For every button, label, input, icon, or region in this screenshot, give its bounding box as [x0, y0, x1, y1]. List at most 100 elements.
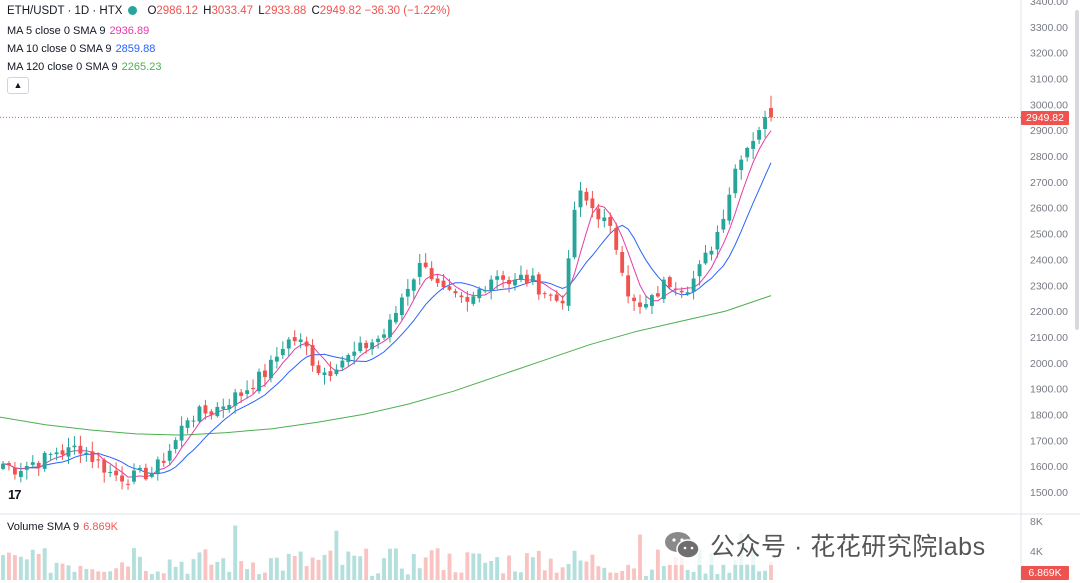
- candle-body: [72, 445, 77, 448]
- symbol-title[interactable]: ETH/USDT · 1D · HTX: [7, 5, 123, 17]
- volume-bar: [137, 556, 142, 580]
- candle-body: [108, 472, 113, 474]
- volume-bar: [388, 548, 392, 580]
- volume-bar: [626, 564, 631, 580]
- volume-bar: [679, 551, 684, 580]
- volume-legend[interactable]: Volume SMA 9 6.869K: [7, 521, 119, 533]
- volume-bar: [233, 525, 238, 580]
- volume-bar: [757, 571, 762, 580]
- candle-body: [304, 341, 309, 347]
- watermark-text: 公众号 · 花花研究院labs: [710, 533, 986, 561]
- volume-bar: [524, 553, 529, 580]
- ma10-line: [2, 162, 772, 475]
- candle-body: [697, 264, 702, 277]
- volume-bar: [715, 574, 720, 580]
- candle-body: [310, 345, 315, 366]
- candle-body: [453, 291, 458, 294]
- volume-bar: [399, 568, 404, 580]
- volume-bar: [48, 572, 53, 580]
- tradingview-logo[interactable]: 17: [8, 487, 22, 502]
- candle-body: [459, 295, 464, 298]
- candle-body: [769, 107, 773, 118]
- candle-body: [233, 392, 238, 406]
- candle-body: [447, 286, 452, 290]
- candle-body: [519, 274, 523, 281]
- volume-sma-value: 6.869K: [83, 521, 119, 533]
- candle-body: [423, 262, 428, 268]
- volume-bar: [453, 572, 458, 580]
- candle-body: [114, 470, 119, 476]
- volume-bar: [691, 571, 696, 580]
- volume-bar: [507, 555, 511, 580]
- price-tick-label: 3000.00: [1030, 99, 1068, 111]
- price-scrollbar: [1075, 10, 1079, 330]
- candle-body: [197, 406, 202, 422]
- high-value: 3033.47: [211, 5, 254, 17]
- candle-body: [245, 390, 250, 394]
- candle-body: [257, 371, 261, 392]
- candle-body: [739, 159, 744, 171]
- volume-bar: [417, 568, 422, 580]
- candle-body: [751, 141, 756, 149]
- candle-body: [405, 288, 410, 297]
- candle-body: [763, 117, 767, 129]
- volume-bar: [596, 566, 601, 580]
- candle-body: [393, 312, 398, 323]
- symbol-legend: ETH/USDT · 1D · HTX O2986.12 H3033.47 L29…: [7, 5, 451, 17]
- volume-bar: [483, 562, 488, 580]
- volume-bar: [542, 570, 547, 580]
- collapse-legend-button[interactable]: ▲: [7, 77, 29, 94]
- candle-body: [673, 288, 678, 290]
- candle-body: [334, 369, 339, 375]
- volume-bar: [632, 568, 637, 580]
- candle-body: [727, 194, 732, 221]
- price-tick-label: 3400.00: [1030, 0, 1068, 8]
- candle-body: [584, 191, 589, 201]
- candle-body: [132, 470, 136, 482]
- candle-body: [328, 371, 333, 376]
- volume-bar: [638, 534, 642, 580]
- candle-body: [590, 198, 595, 209]
- volume-bar: [286, 553, 291, 580]
- ma5-line: [2, 130, 772, 478]
- close-value: 2949.82: [319, 5, 362, 17]
- price-tick-label: 1800.00: [1030, 409, 1068, 421]
- volume-bar: [36, 553, 41, 580]
- volume-bar: [114, 568, 119, 580]
- candle-body: [149, 472, 154, 477]
- candle-body: [388, 319, 392, 337]
- volume-tag: 6.869K: [1021, 566, 1069, 580]
- candle-body: [12, 467, 17, 475]
- volume-bar: [239, 561, 244, 580]
- volume-bar: [602, 567, 607, 580]
- volume-bar: [310, 557, 315, 580]
- candle-body: [167, 450, 172, 461]
- ma10-legend[interactable]: MA 10 close 0 SMA 9 2859.88: [7, 43, 156, 55]
- candle-body: [721, 218, 726, 230]
- volume-bar: [733, 559, 738, 580]
- volume-bar: [72, 571, 77, 580]
- volume-bar: [685, 569, 690, 580]
- candle-body: [340, 360, 345, 368]
- volume-bar: [519, 572, 523, 580]
- candle-body: [632, 297, 637, 302]
- volume-bar: [411, 553, 416, 580]
- volume-bar: [745, 563, 750, 580]
- volume-bar: [364, 548, 369, 580]
- volume-bar: [709, 552, 714, 580]
- candle-body: [102, 459, 107, 473]
- candle-body: [399, 297, 404, 316]
- volume-bar: [292, 556, 297, 580]
- candle-body: [161, 460, 166, 463]
- volume-bar: [721, 564, 726, 580]
- candle-body: [36, 462, 41, 467]
- volume-bar: [548, 558, 553, 580]
- ma5-legend[interactable]: MA 5 close 0 SMA 9 2936.89: [7, 25, 150, 37]
- ma120-legend[interactable]: MA 120 close 0 SMA 9 2265.23: [7, 61, 162, 73]
- volume-bar: [209, 564, 214, 580]
- candle-body: [513, 279, 517, 286]
- candle-body: [78, 445, 83, 454]
- volume-bar: [328, 550, 333, 580]
- candle-body: [489, 279, 494, 291]
